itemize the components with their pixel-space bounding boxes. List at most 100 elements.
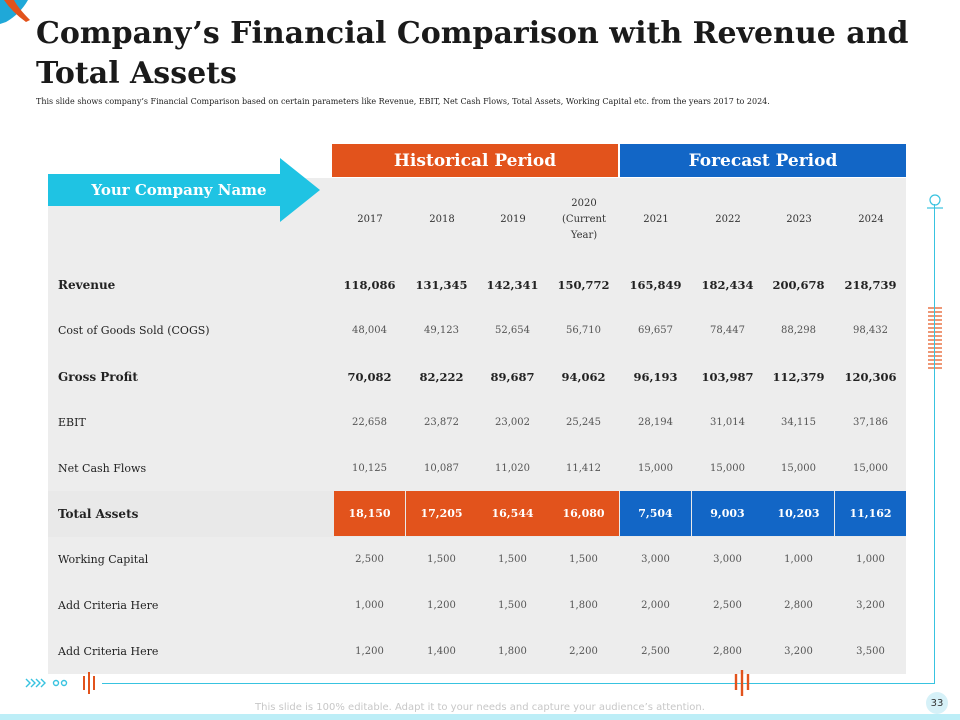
table-cell: 3,200 (784, 645, 813, 657)
table-cell: 1,200 (427, 600, 456, 612)
table-cell: 1,500 (569, 554, 598, 566)
table-cell: 15,000 (710, 462, 745, 474)
table-cell: 52,654 (495, 325, 530, 337)
table-cell: 31,014 (710, 416, 745, 428)
year-header: 2017 (357, 214, 383, 225)
table-cell: 2,200 (569, 645, 598, 657)
table-cell: 11,020 (495, 462, 530, 474)
table-cell: 182,434 (701, 278, 754, 292)
page-number: 33 (926, 692, 948, 714)
table-cell: 1,400 (427, 645, 456, 657)
table-cell: 89,687 (490, 369, 535, 384)
bottom-accent-line (102, 683, 935, 684)
table-cell: 2,500 (713, 600, 742, 612)
table-cell: 7,504 (620, 491, 691, 536)
table-cell: 120,306 (844, 369, 897, 384)
table-cell: 49,123 (424, 325, 459, 337)
company-name-banner: Your Company Name (48, 158, 320, 222)
table-cell: 96,193 (633, 369, 678, 384)
table-cell: 112,379 (772, 369, 825, 384)
table-cell: 1,500 (427, 554, 456, 566)
table-cell: 3,200 (856, 600, 885, 612)
table-cell: 118,086 (343, 278, 396, 292)
table-cell: 2,000 (641, 600, 670, 612)
table-cell: 2,500 (641, 645, 670, 657)
table-cell: 18,150 (334, 491, 405, 536)
footer-bar (0, 714, 960, 720)
table-cell: 1,000 (784, 554, 813, 566)
right-accent-line (934, 204, 935, 684)
table-cell: 98,432 (853, 325, 888, 337)
table-cell: 103,987 (701, 369, 754, 384)
table-cell: 10,125 (352, 462, 387, 474)
table-cell: 218,739 (844, 278, 897, 292)
year-header: 2022 (715, 214, 741, 225)
right-decoration-icon (927, 194, 943, 369)
row-label: Gross Profit (58, 369, 138, 384)
table-cell: 28,194 (638, 416, 673, 428)
table-cell: 70,082 (347, 369, 392, 384)
row-label: Revenue (58, 278, 116, 292)
table-cell: 1,500 (498, 554, 527, 566)
table-cell: 11,412 (566, 462, 601, 474)
year-header: 2023 (786, 214, 812, 225)
row-label: Add Criteria Here (58, 599, 159, 613)
year-header: 2018 (429, 214, 455, 225)
table-cell: 17,205 (406, 491, 477, 536)
table-cell: 3,500 (856, 645, 885, 657)
table-cell: 88,298 (781, 325, 816, 337)
table-cell: 22,658 (352, 416, 387, 428)
table-cell: 94,062 (561, 369, 606, 384)
table-cell: 78,447 (710, 325, 745, 337)
bottom-bars-decoration-icon (734, 670, 750, 696)
row-label: Add Criteria Here (58, 644, 159, 658)
table-cell: 10,203 (763, 491, 834, 536)
table-cell: 9,003 (692, 491, 763, 536)
table-cell: 2,800 (713, 645, 742, 657)
row-label: Net Cash Flows (58, 461, 147, 475)
table-cell: 69,657 (638, 325, 673, 337)
table-cell: 48,004 (352, 325, 387, 337)
arrow-banner-icon (48, 158, 320, 222)
table-cell: 200,678 (772, 278, 825, 292)
table-cell: 1,000 (355, 600, 384, 612)
table-cell: 25,245 (566, 416, 601, 428)
table-cell: 23,872 (424, 416, 459, 428)
table-cell: 23,002 (495, 416, 530, 428)
page-subtitle: This slide shows company’s Financial Com… (36, 97, 770, 106)
table-cell: 56,710 (566, 325, 601, 337)
table-cell: 165,849 (629, 278, 682, 292)
table-cell: 2,500 (355, 554, 384, 566)
table-cell: 15,000 (853, 462, 888, 474)
chevrons-decoration-icon (25, 672, 95, 694)
company-name-label: Your Company Name (91, 181, 267, 199)
row-label: Cost of Goods Sold (COGS) (58, 324, 210, 338)
table-cell: 34,115 (781, 416, 816, 428)
table-cell: 15,000 (781, 462, 816, 474)
year-header: 2024 (858, 214, 884, 225)
page-title: Company’s Financial Comparison with Reve… (36, 16, 909, 91)
table-cell: 82,222 (419, 369, 464, 384)
forecast-period-header: Forecast Period (620, 144, 906, 177)
corner-decoration (0, 0, 30, 24)
year-header: 2020 (Current Year) (562, 198, 606, 241)
table-cell: 10,087 (424, 462, 459, 474)
table-cell: 16,080 (548, 491, 619, 536)
table-background (48, 178, 906, 674)
table-cell: 3,000 (641, 554, 670, 566)
historical-period-header: Historical Period (332, 144, 618, 177)
row-label: Total Assets (58, 507, 139, 521)
table-cell: 1,000 (856, 554, 885, 566)
year-header: 2019 (500, 214, 526, 225)
table-cell: 2,800 (784, 600, 813, 612)
table-cell: 3,000 (713, 554, 742, 566)
table-cell: 142,341 (486, 278, 539, 292)
table-cell: 1,500 (498, 600, 527, 612)
year-header: 2021 (643, 214, 669, 225)
row-label: Working Capital (58, 553, 149, 567)
table-cell: 150,772 (557, 278, 610, 292)
table-cell: 16,544 (477, 491, 548, 536)
table-cell: 131,345 (415, 278, 468, 292)
table-cell: 37,186 (853, 416, 888, 428)
table-cell: 1,800 (569, 600, 598, 612)
